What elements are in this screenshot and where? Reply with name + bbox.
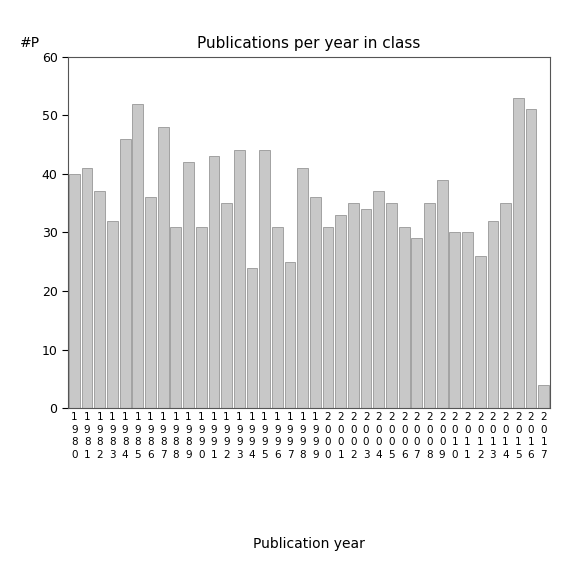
Bar	[221, 203, 232, 408]
Bar	[450, 232, 460, 408]
Bar	[82, 168, 92, 408]
Bar	[234, 150, 244, 408]
Bar	[488, 221, 498, 408]
Bar	[297, 168, 308, 408]
Bar	[412, 238, 422, 408]
Bar	[171, 227, 181, 408]
Bar	[475, 256, 485, 408]
Title: Publications per year in class: Publications per year in class	[197, 36, 421, 52]
Text: #P: #P	[20, 36, 40, 50]
Bar	[259, 150, 270, 408]
Bar	[94, 192, 105, 408]
Bar	[209, 156, 219, 408]
Bar	[183, 162, 194, 408]
Bar	[120, 139, 130, 408]
Bar	[158, 127, 168, 408]
Bar	[437, 180, 447, 408]
Bar	[133, 104, 143, 408]
Bar	[323, 227, 333, 408]
Bar	[500, 203, 511, 408]
Bar	[386, 203, 397, 408]
Bar	[348, 203, 359, 408]
Text: Publication year: Publication year	[253, 538, 365, 551]
Bar	[335, 215, 346, 408]
Bar	[513, 98, 524, 408]
Bar	[361, 209, 371, 408]
Bar	[145, 197, 156, 408]
Bar	[538, 385, 549, 408]
Bar	[272, 227, 283, 408]
Bar	[526, 109, 536, 408]
Bar	[196, 227, 206, 408]
Bar	[374, 192, 384, 408]
Bar	[69, 174, 80, 408]
Bar	[310, 197, 321, 408]
Bar	[107, 221, 118, 408]
Bar	[424, 203, 435, 408]
Bar	[462, 232, 473, 408]
Bar	[399, 227, 409, 408]
Bar	[247, 268, 257, 408]
Bar	[285, 262, 295, 408]
